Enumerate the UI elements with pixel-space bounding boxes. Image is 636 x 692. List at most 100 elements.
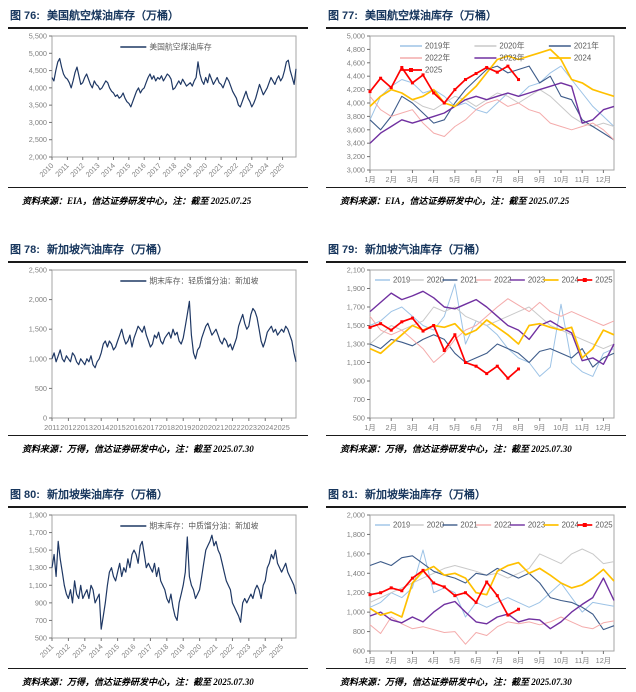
svg-text:5月: 5月 bbox=[449, 175, 460, 184]
svg-text:2025: 2025 bbox=[268, 161, 286, 179]
svg-text:2025: 2025 bbox=[274, 423, 290, 432]
svg-text:2014: 2014 bbox=[99, 161, 117, 179]
svg-text:2019: 2019 bbox=[169, 642, 187, 660]
svg-text:1月: 1月 bbox=[364, 423, 375, 432]
svg-text:700: 700 bbox=[35, 616, 47, 625]
svg-text:4,800: 4,800 bbox=[347, 45, 365, 54]
svg-text:2月: 2月 bbox=[386, 656, 397, 665]
svg-text:2025: 2025 bbox=[267, 642, 285, 660]
svg-text:4,000: 4,000 bbox=[29, 83, 47, 92]
svg-text:3月: 3月 bbox=[407, 656, 418, 665]
svg-text:2024: 2024 bbox=[562, 521, 580, 530]
svg-text:12月: 12月 bbox=[596, 175, 611, 184]
figure-80-chart: 500 700 900 1,100 1,300 1,500 1,700 1,900 2011 20… bbox=[8, 508, 308, 668]
svg-text:1,100: 1,100 bbox=[29, 581, 47, 590]
svg-text:1,500: 1,500 bbox=[29, 325, 47, 334]
figure-78-title: 新加坡汽油库存（万桶） bbox=[46, 244, 168, 256]
svg-text:期末库存：轻质馏分油：新加坡: 期末库存：轻质馏分油：新加坡 bbox=[149, 276, 258, 286]
figure-78-header: 图 78: 新加坡汽油库存（万桶） bbox=[8, 239, 308, 263]
svg-text:2022: 2022 bbox=[494, 521, 511, 530]
svg-text:2019: 2019 bbox=[393, 276, 410, 285]
svg-text:2023: 2023 bbox=[237, 161, 255, 179]
svg-text:1,800: 1,800 bbox=[347, 530, 365, 539]
svg-text:4,600: 4,600 bbox=[347, 58, 365, 67]
svg-text:3,500: 3,500 bbox=[29, 101, 47, 110]
figure-79-footer: 资料来源：万得，信达证券研发中心，注：截至 2025.07.30 bbox=[326, 435, 626, 457]
figure-76-header: 图 76: 美国航空煤油库存（万桶） bbox=[8, 5, 308, 29]
svg-text:7月: 7月 bbox=[492, 656, 503, 665]
svg-text:2013: 2013 bbox=[84, 161, 102, 179]
svg-text:2017: 2017 bbox=[136, 642, 154, 660]
figure-77-footer: 资料来源：EIA，信达证券研发中心，注：截至 2025.07.25 bbox=[326, 187, 626, 209]
figure-79-label: 图 79: bbox=[328, 244, 358, 256]
figure-81-header: 图 81: 新加坡柴油库存（万桶） bbox=[326, 484, 626, 508]
svg-text:2020: 2020 bbox=[427, 276, 445, 285]
svg-text:2,500: 2,500 bbox=[29, 266, 47, 275]
figure-79-source-note: 资料来源：万得，信达证券研发中心，注：截至 2025.07.30 bbox=[340, 444, 572, 454]
figure-81-footer: 资料来源：万得，信达证券研发中心，注：截至 2025.07.30 bbox=[326, 668, 626, 690]
svg-text:1,700: 1,700 bbox=[347, 303, 365, 312]
svg-text:1,300: 1,300 bbox=[29, 563, 47, 572]
svg-text:4月: 4月 bbox=[428, 656, 439, 665]
svg-text:2021年: 2021年 bbox=[574, 41, 599, 51]
svg-text:2020年: 2020年 bbox=[499, 41, 524, 51]
svg-text:2016: 2016 bbox=[130, 161, 148, 179]
svg-text:9月: 9月 bbox=[534, 175, 545, 184]
svg-text:500: 500 bbox=[353, 414, 365, 423]
figure-76-source-note: 资料来源：EIA，信达证券研发中心，注：截至 2025.07.25 bbox=[22, 196, 252, 206]
figure-79-header: 图 79: 新加坡汽油库存（万桶） bbox=[326, 239, 626, 263]
svg-text:2019年: 2019年 bbox=[425, 41, 450, 51]
svg-text:1,200: 1,200 bbox=[347, 588, 365, 597]
svg-text:500: 500 bbox=[35, 634, 47, 643]
svg-text:8月: 8月 bbox=[513, 423, 524, 432]
svg-text:5月: 5月 bbox=[449, 423, 460, 432]
svg-text:3月: 3月 bbox=[407, 423, 418, 432]
figure-76-chart: 2,000 2,500 3,000 3,500 4,000 4,500 5,000 5,500… bbox=[8, 29, 308, 187]
svg-text:2019: 2019 bbox=[176, 161, 194, 179]
svg-text:1,100: 1,100 bbox=[347, 358, 365, 367]
svg-text:2022: 2022 bbox=[494, 276, 511, 285]
svg-text:1,000: 1,000 bbox=[347, 608, 365, 617]
svg-text:2022: 2022 bbox=[222, 161, 240, 179]
svg-text:2011: 2011 bbox=[44, 423, 60, 432]
svg-text:1,900: 1,900 bbox=[347, 284, 365, 293]
svg-text:10月: 10月 bbox=[553, 656, 568, 665]
svg-text:1,300: 1,300 bbox=[347, 340, 365, 349]
svg-text:2012: 2012 bbox=[68, 161, 86, 179]
svg-text:3,000: 3,000 bbox=[347, 166, 365, 175]
svg-text:3,200: 3,200 bbox=[347, 152, 365, 161]
svg-text:2,500: 2,500 bbox=[29, 135, 47, 144]
svg-text:2024: 2024 bbox=[574, 54, 592, 63]
figure-80-footer: 资料来源：万得，信达证券研发中心，注：截至 2025.07.30 bbox=[8, 668, 308, 690]
svg-text:2017: 2017 bbox=[142, 423, 158, 432]
svg-text:700: 700 bbox=[353, 395, 365, 404]
svg-text:11月: 11月 bbox=[575, 656, 590, 665]
svg-text:900: 900 bbox=[353, 377, 365, 386]
figure-78-label: 图 78: bbox=[10, 244, 40, 256]
figure-78-source-note: 资料来源：万得，信达证券研发中心，注：截至 2025.07.30 bbox=[22, 444, 254, 454]
svg-text:1,500: 1,500 bbox=[29, 546, 47, 555]
svg-text:2018: 2018 bbox=[159, 423, 175, 432]
figure-77-label: 图 77: bbox=[328, 10, 358, 22]
svg-text:800: 800 bbox=[353, 627, 365, 636]
line-chart-canvas: 3,000 3,200 3,400 3,600 3,800 4,000 4,200 4,400… bbox=[347, 32, 615, 184]
svg-text:2023年: 2023年 bbox=[499, 53, 524, 63]
svg-text:500: 500 bbox=[35, 384, 47, 393]
figure-77-title: 美国航空煤油库存（万桶） bbox=[364, 10, 497, 22]
svg-text:8月: 8月 bbox=[513, 175, 524, 184]
figure-81-title: 新加坡柴油库存（万桶） bbox=[364, 489, 486, 501]
svg-text:2021: 2021 bbox=[202, 642, 220, 660]
figure-79-chart: 500 700 900 1,100 1,300 1,500 1,700 1,900 2,100 1… bbox=[326, 263, 626, 435]
figure-81: 图 81: 新加坡柴油库存（万桶） 600 800 1,000 1,200 1,400 1… bbox=[318, 458, 636, 692]
svg-text:2023: 2023 bbox=[241, 423, 257, 432]
figure-78-chart: 0 500 1,000 1,500 2,000 2,500 2011 2012 2013 2014… bbox=[8, 263, 308, 435]
line-chart-canvas: 600 800 1,000 1,200 1,400 1,600 1,800 2,000 1月 2月… bbox=[347, 511, 615, 665]
figure-80-label: 图 80: bbox=[10, 489, 40, 501]
svg-text:2024: 2024 bbox=[251, 642, 269, 660]
svg-text:12月: 12月 bbox=[596, 423, 611, 432]
svg-text:4,000: 4,000 bbox=[347, 99, 365, 108]
svg-text:2021: 2021 bbox=[460, 276, 477, 285]
figure-76-footer: 资料来源：EIA，信达证券研发中心，注：截至 2025.07.25 bbox=[8, 187, 308, 209]
svg-text:7月: 7月 bbox=[492, 423, 503, 432]
